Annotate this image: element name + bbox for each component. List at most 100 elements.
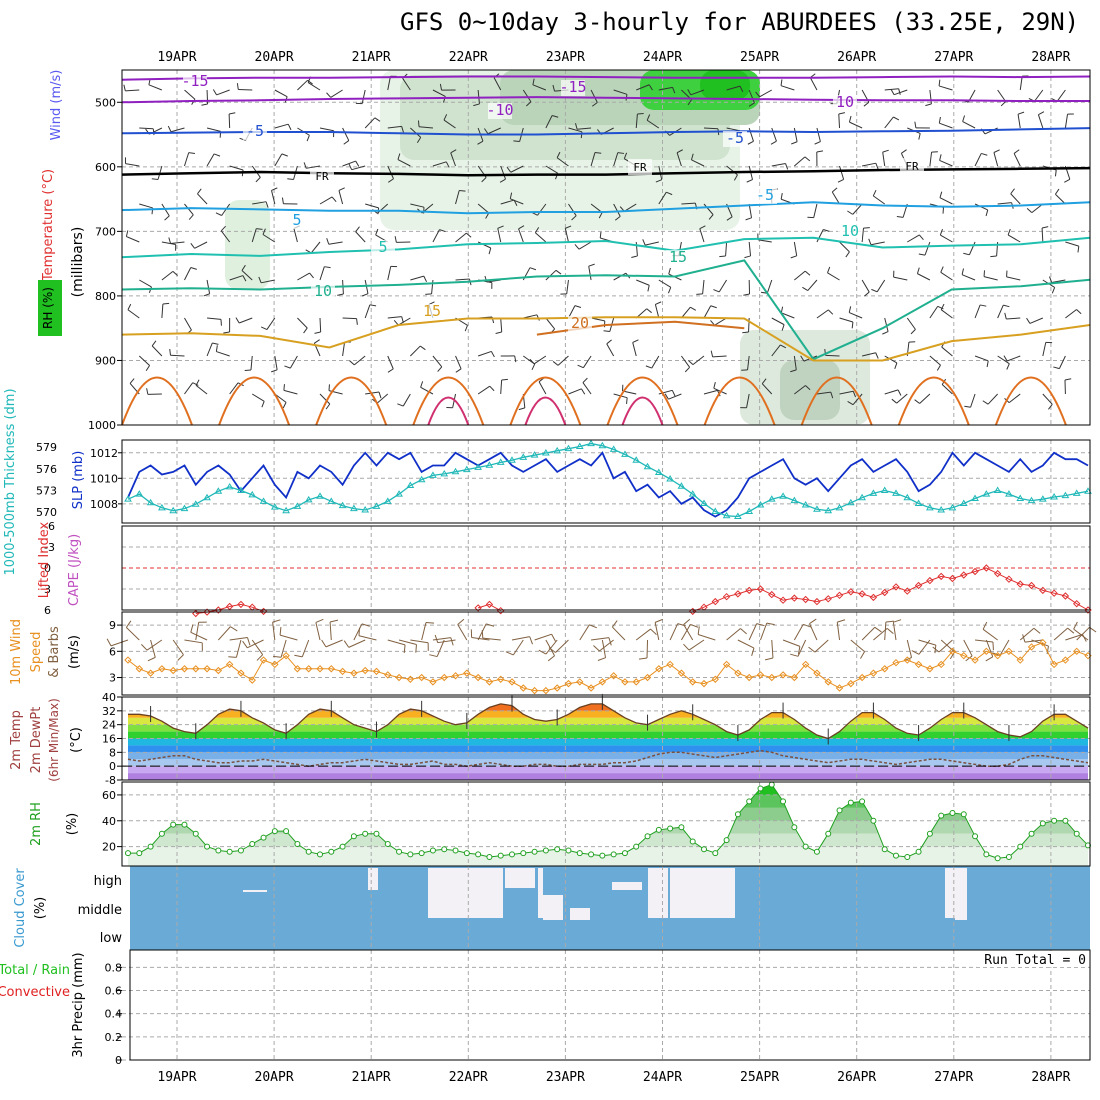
wind10m-axis-label-2: Speed	[29, 632, 44, 673]
rh2m-marker	[509, 851, 515, 858]
wind-barb-flag	[690, 306, 697, 311]
wind-barb-flag	[699, 225, 706, 230]
wind-barb	[500, 165, 506, 180]
wind-barb-flag	[241, 264, 246, 271]
rh-band	[128, 784, 1088, 795]
surface-isotherm	[315, 376, 388, 426]
wind-barb	[760, 622, 768, 641]
wind-barb-flag	[488, 247, 492, 255]
thickness-marker	[722, 511, 731, 519]
lifted-index-marker	[801, 595, 810, 604]
lifted-index-marker	[847, 588, 855, 596]
thickness-marker	[598, 441, 607, 449]
thickness-marker	[575, 442, 584, 449]
wind10m-marker	[203, 665, 211, 673]
surface-isotherm	[703, 376, 776, 426]
wind-barb	[809, 623, 818, 641]
rh2m-marker	[204, 843, 211, 850]
lifted-index-marker	[734, 590, 742, 598]
wind-barb	[975, 639, 994, 643]
wind-barb	[688, 639, 705, 651]
rh2m-marker	[339, 843, 346, 850]
wind-barb-flag	[529, 358, 535, 365]
wind-barb-flag	[497, 225, 504, 229]
rh2m-marker	[1062, 817, 1069, 824]
wind-barb	[497, 228, 502, 243]
wind-barb-flag	[687, 89, 692, 96]
contour-label-bg	[628, 159, 652, 175]
wind-barb-flag	[871, 288, 878, 293]
wind-barb	[884, 88, 899, 91]
wind-barb-flag	[594, 152, 602, 154]
wind-barb-flag	[303, 327, 308, 334]
wind-barb	[940, 309, 953, 319]
thickness-marker	[609, 445, 618, 452]
rh-band	[128, 820, 1088, 834]
y-tick-label: 500	[95, 96, 116, 109]
wind-barb	[757, 239, 772, 243]
lifted-index-marker	[237, 600, 245, 609]
lifted-index-marker	[824, 595, 832, 603]
wind-barb-flag	[646, 114, 651, 121]
wind-barb-flag	[939, 228, 943, 236]
wind10m-marker	[643, 673, 652, 682]
wind-barb-flag	[429, 654, 438, 658]
wind-barb	[523, 314, 538, 319]
contour-label-bg	[833, 95, 857, 111]
thickness-marker	[666, 475, 675, 482]
wind-barb	[918, 639, 931, 655]
y-tick-label: 3	[109, 672, 116, 685]
date-label-top: 27APR	[934, 50, 973, 65]
wind-barb	[329, 622, 332, 641]
surface-isotherm	[606, 376, 679, 426]
contour-label-bg	[243, 124, 267, 140]
lifted-index-marker	[756, 585, 765, 593]
thickness-marker	[485, 461, 494, 468]
thickness-marker	[564, 444, 573, 452]
rh2m-marker	[170, 821, 177, 828]
wind-barb-flag	[1054, 188, 1060, 195]
wind10m-marker	[214, 666, 223, 675]
wind-barb	[907, 234, 920, 243]
wind-barb	[703, 305, 712, 319]
date-label-top: 28APR	[1031, 50, 1070, 65]
wind-barb	[328, 241, 343, 245]
wind-barb-flag	[827, 266, 831, 274]
rh2m-marker	[1005, 853, 1012, 860]
wind-barb-flag	[687, 360, 694, 365]
rh2m-marker	[565, 847, 572, 854]
thickness-marker	[372, 502, 381, 509]
wind-barb	[455, 355, 462, 370]
wind-barb-flag	[654, 618, 663, 623]
wind-barb	[929, 355, 941, 366]
wind10m-marker	[169, 666, 177, 675]
wind-barb	[852, 203, 863, 215]
wind-barb-flag	[434, 634, 439, 643]
rh-band	[128, 794, 1088, 808]
wind-barb-flag	[271, 187, 278, 191]
wind-barb	[250, 355, 253, 370]
wind-barb-flag	[481, 630, 484, 639]
y-tick-label: -8	[105, 774, 116, 787]
wind-barb	[974, 153, 982, 167]
wind-barb	[759, 89, 773, 98]
wind-barb-flag	[213, 153, 221, 157]
rh2m-marker	[576, 850, 583, 857]
wind-barb-flag	[348, 163, 353, 170]
wind10m-marker	[745, 673, 753, 682]
wind-barb	[262, 234, 276, 243]
thickness-marker	[948, 503, 957, 511]
wind10m-marker	[327, 665, 336, 673]
y-tick-label: 6	[109, 645, 116, 658]
thickness-marker	[349, 504, 358, 512]
wind-barb-flag	[650, 628, 657, 635]
stability-panel: -6 -3 0 3 6	[44, 520, 1092, 618]
wind-barb-flag	[804, 156, 811, 162]
wind-barb-flag	[690, 623, 699, 628]
wind-barb-flag	[985, 209, 989, 217]
wind-barb	[443, 119, 456, 129]
wind-barb	[658, 86, 673, 91]
wind-barb-flag	[321, 639, 327, 648]
thickness-marker	[169, 506, 178, 514]
wind-barb	[876, 279, 886, 293]
